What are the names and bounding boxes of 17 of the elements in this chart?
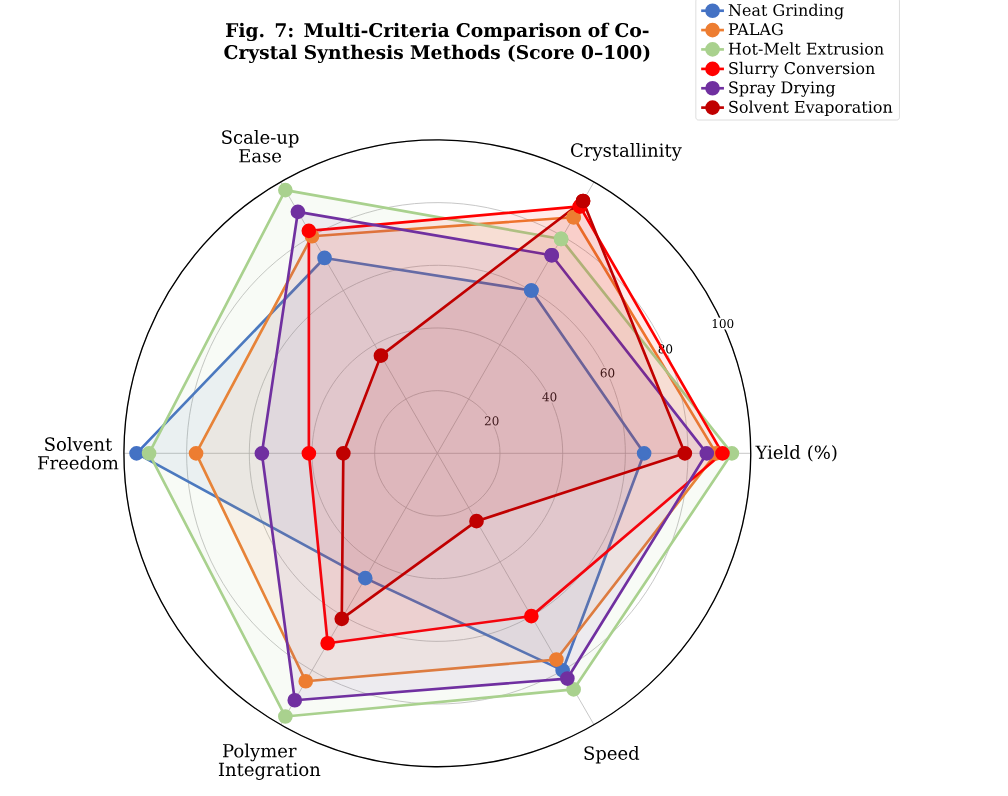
text: Fig. 7: Multi-Criteria Comparison of Co-Crystal Synthesis Methods (Score 0–100) <box>224 22 650 64</box>
spoke-label: Scale-up Ease <box>222 129 299 163</box>
y-tick-label: 40 <box>542 392 557 402</box>
y-tick-label: 20 <box>484 416 499 426</box>
legend-label: Solvent Evaporation <box>729 100 893 117</box>
legend-label: Neat Grinding <box>728 3 844 20</box>
legend-label: Hot-Melt Extrusion <box>728 42 884 55</box>
spoke-label: Polymer Integration <box>218 743 321 780</box>
spoke-label: Crystallinity <box>571 143 682 161</box>
spoke-label: Solvent Freedom <box>38 437 119 470</box>
spoke-label: Yield (%) <box>755 445 837 462</box>
legend-label: Spray Drying <box>729 81 836 97</box>
y-tick-label: 60 <box>600 368 615 378</box>
legend-label: PALAG <box>728 23 783 36</box>
legend-label: Slurry Conversion <box>729 61 875 78</box>
spoke-label: Speed <box>584 745 640 764</box>
y-tick-label: 100 <box>712 319 734 329</box>
